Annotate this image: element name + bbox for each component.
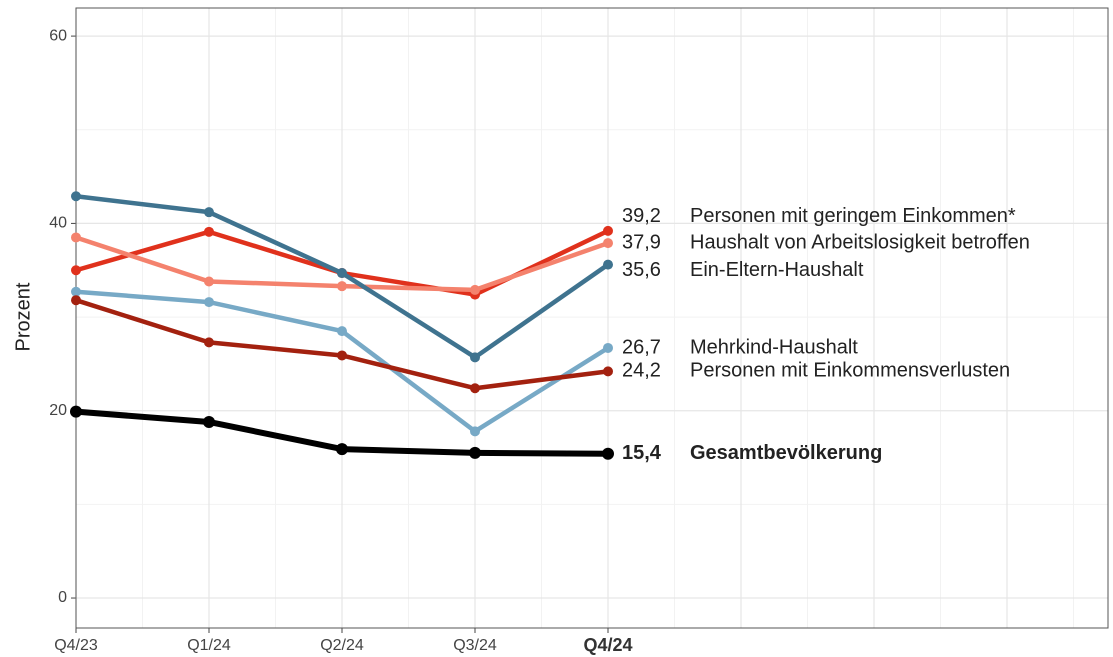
- y-tick-label: 20: [49, 402, 67, 419]
- point: [603, 259, 613, 270]
- point: [603, 225, 613, 236]
- point: [71, 286, 81, 297]
- value-label: 15,4: [622, 442, 662, 464]
- panel-border: [75, 7, 1109, 629]
- point: [71, 265, 81, 276]
- x-tick-label: Q4/23: [54, 637, 98, 654]
- point: [603, 366, 613, 377]
- point: [204, 337, 214, 348]
- series-label: Mehrkind-Haushalt: [690, 336, 858, 358]
- point: [337, 350, 347, 361]
- point: [204, 276, 214, 287]
- point: [470, 352, 480, 363]
- point: [204, 297, 214, 308]
- point: [470, 284, 480, 295]
- point: [603, 342, 613, 353]
- y-tick-label: 40: [49, 215, 67, 232]
- point: [469, 446, 481, 459]
- y-axis-label: Prozent: [12, 282, 34, 351]
- y-tick-label: 0: [58, 589, 67, 606]
- point: [71, 295, 81, 306]
- point: [470, 383, 480, 394]
- point: [203, 415, 215, 428]
- series-label: Gesamtbevölkerung: [690, 442, 882, 464]
- x-tick-label: Q1/24: [187, 637, 231, 654]
- point: [337, 268, 347, 279]
- value-label: 35,6: [622, 259, 661, 281]
- point: [603, 238, 613, 249]
- series-label: Ein-Eltern-Haushalt: [690, 259, 864, 281]
- point: [71, 232, 81, 243]
- x-tick-label: Q3/24: [453, 637, 497, 654]
- value-label: 26,7: [622, 336, 661, 358]
- series-label: Haushalt von Arbeitslosigkeit betroffen: [690, 231, 1030, 253]
- series-label: Personen mit Einkommensverlusten: [690, 360, 1010, 382]
- value-label: 24,2: [622, 360, 661, 382]
- value-label: 39,2: [622, 205, 661, 227]
- x-tick-label: Q2/24: [320, 637, 364, 654]
- point: [602, 447, 614, 460]
- series-label: Personen mit geringem Einkommen*: [690, 205, 1016, 227]
- y-tick-label: 60: [49, 27, 67, 44]
- value-label: 37,9: [622, 231, 661, 253]
- point: [336, 443, 348, 456]
- point: [337, 326, 347, 337]
- x-tick-label: Q4/24: [583, 635, 632, 655]
- point: [204, 226, 214, 237]
- point: [337, 281, 347, 292]
- point: [70, 405, 82, 418]
- point: [470, 426, 480, 437]
- point: [71, 191, 81, 202]
- point: [204, 207, 214, 218]
